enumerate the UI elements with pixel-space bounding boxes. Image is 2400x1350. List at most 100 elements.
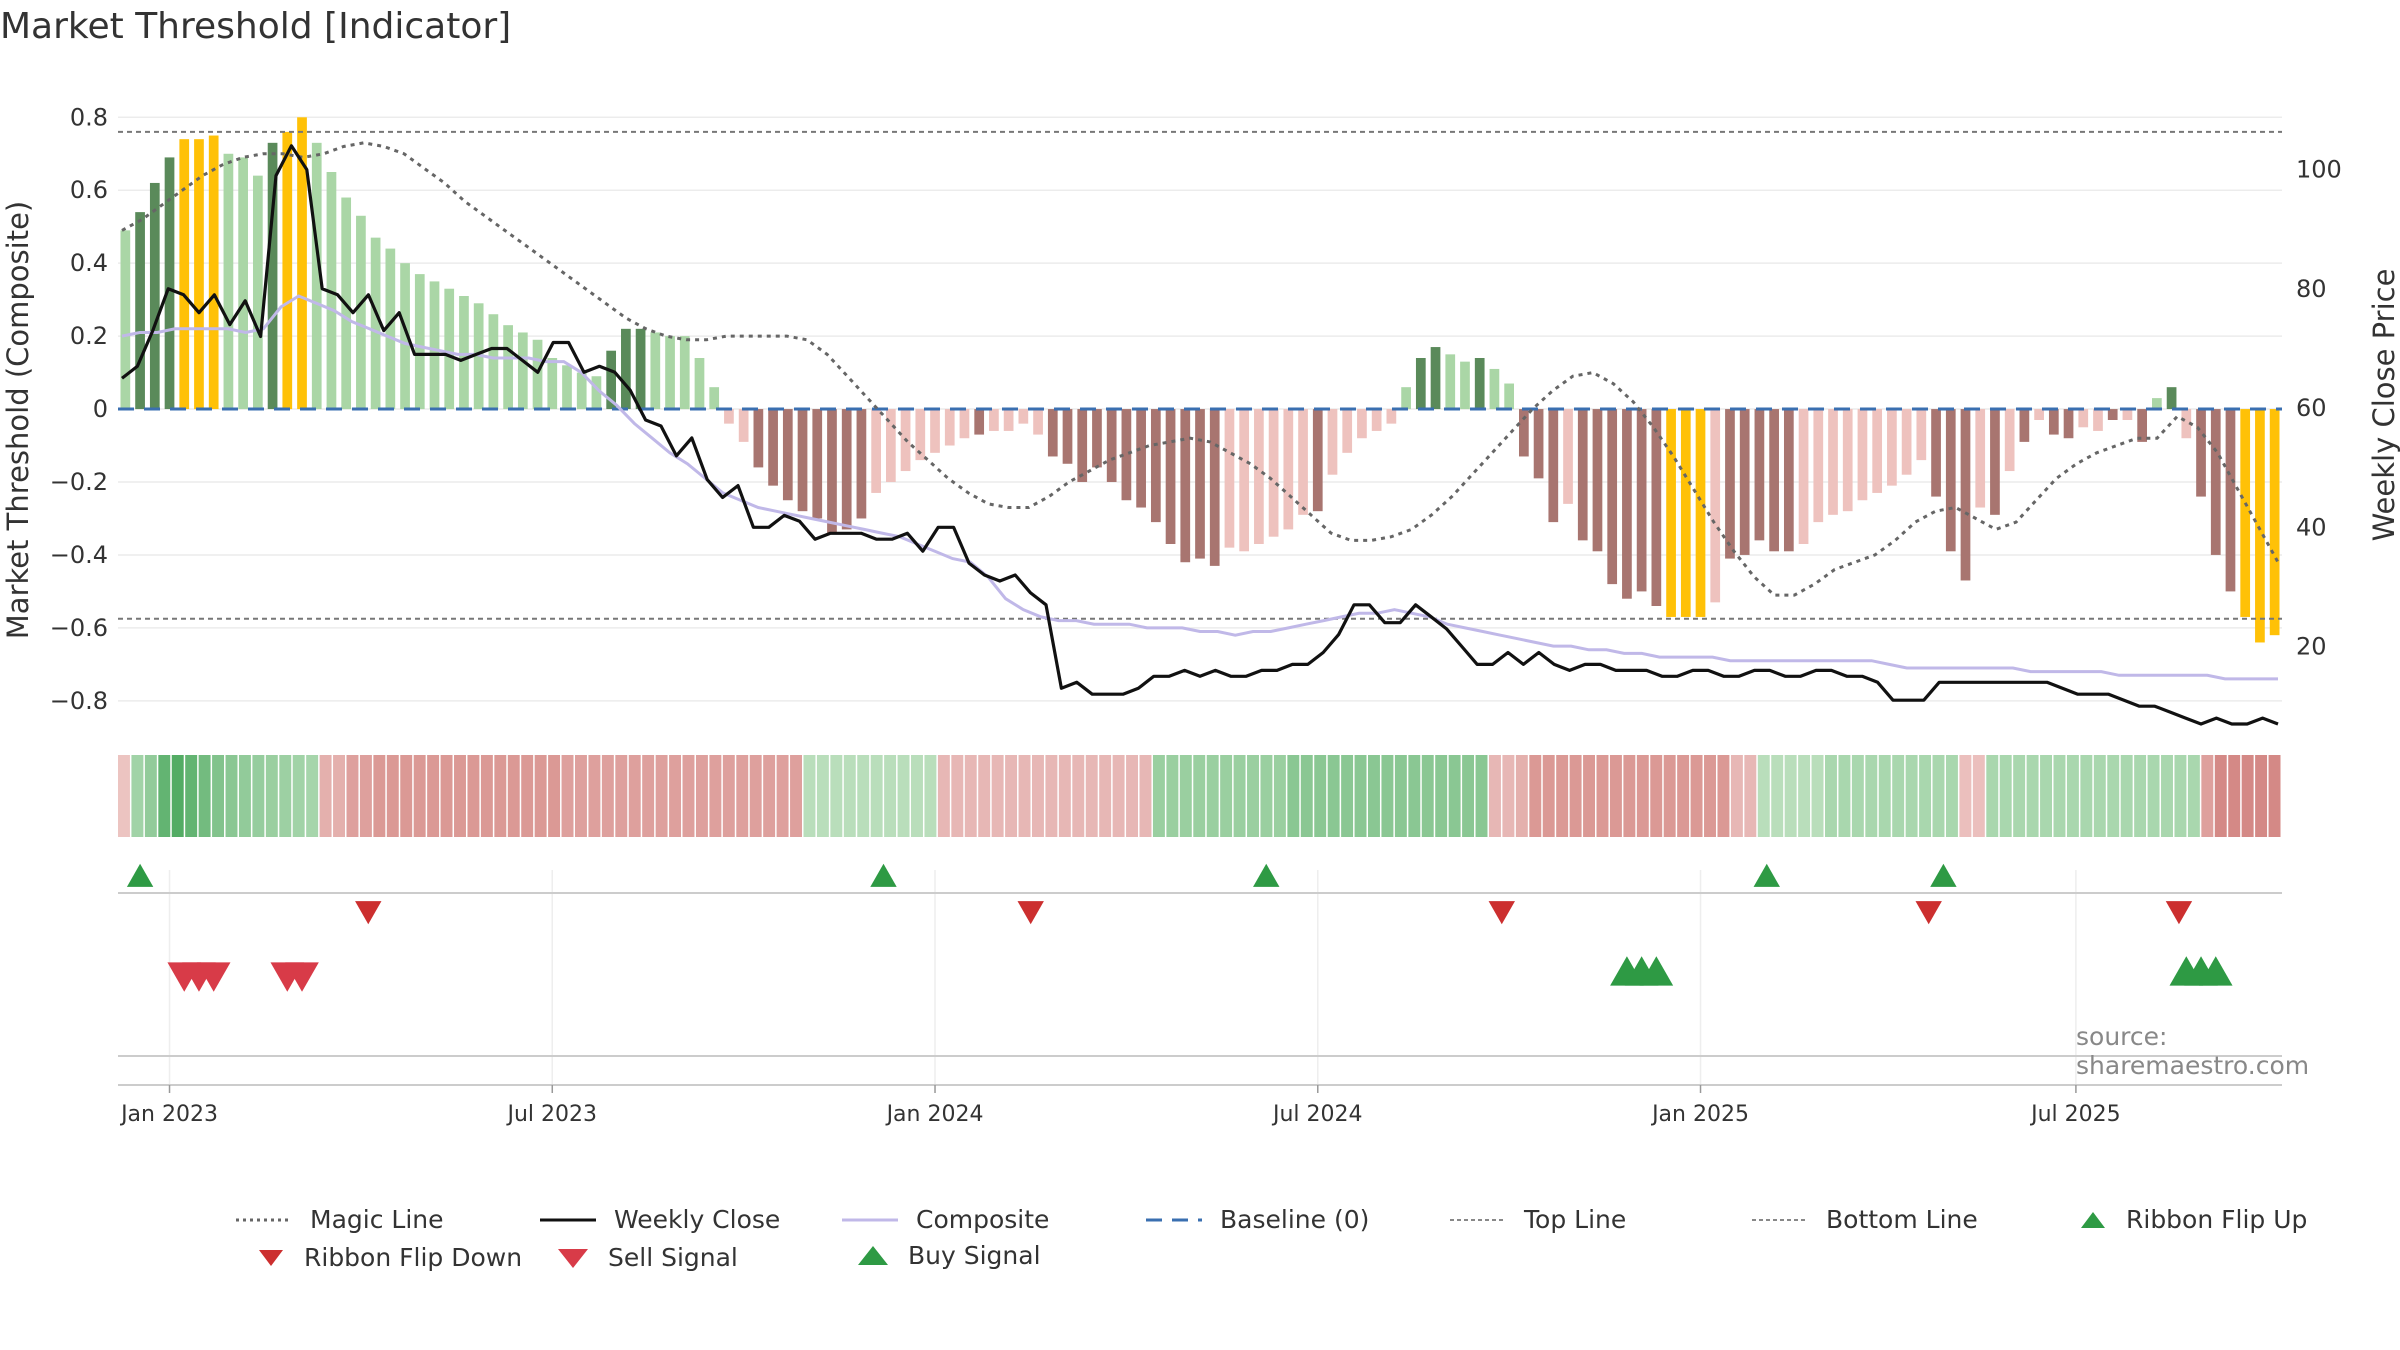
ribbon-cell [1273,755,1286,837]
legend-bottom-line: Bottom Line [1752,1205,1978,1234]
composite-bar [311,142,322,410]
ribbon-cell [1986,755,1999,837]
composite-bar [1533,409,1544,479]
composite-bar [1121,409,1132,501]
ribbon-cell [709,755,722,837]
composite-bar [1577,409,1588,541]
ribbon-flip-down-marker [355,901,382,925]
ribbon-cell [790,755,802,837]
ribbon-cell [1139,755,1152,837]
composite-bar [871,409,881,493]
ribbon-flip-up-marker [870,863,897,887]
weekly-close-line [121,144,2279,726]
composite-bar [724,409,734,424]
composite-bar [1283,409,1294,530]
ribbon-cell [1475,755,1488,837]
series-lines [118,130,2282,726]
ribbon-cell [1166,755,1179,837]
composite-bar [252,175,263,410]
ribbon-cell [225,755,238,837]
composite-bar [164,157,175,410]
ribbon-cell [1005,755,1018,837]
composite-bar [606,350,617,410]
composite-bar [1960,409,1971,581]
ribbon-cell [1085,755,1098,837]
composite-bar [2063,409,2074,439]
composite-bar [591,376,602,410]
x-tick-label: Jul 2024 [1271,1102,1363,1127]
ribbon-cell [292,755,305,837]
ribbon-cell [346,755,359,837]
x-tick-label: Jan 2025 [1650,1102,1749,1127]
ribbon-cell [2187,755,2200,837]
signal-markers [126,863,2233,992]
ribbon-cell [1623,755,1636,837]
ribbon-cell [1031,755,1044,837]
ribbon-cell [1798,755,1811,837]
ribbon-flip-up-marker [1753,863,1780,887]
ribbon-cell [467,755,480,837]
ribbon-cell [1825,755,1837,837]
composite-bar [1371,409,1382,431]
ribbon-cell [2120,755,2133,837]
ribbon-cell [2268,755,2281,837]
y-tick-label: 0.6 [70,176,108,204]
ribbon-cell [1999,755,2012,837]
bottom-line-swatch [1752,1218,1808,1221]
legend-label: Ribbon Flip Up [2126,1205,2308,1234]
composite-bar [2210,409,2221,555]
composite-bar [2093,409,2103,431]
composite-bar [738,409,749,442]
composite-bar [1445,354,1456,410]
composite-bar [1298,409,1308,515]
ribbon-cell [1408,755,1421,837]
composite-bar [782,409,793,501]
ribbon-cell [386,755,399,837]
composite-bar [1945,409,1956,552]
legend-buy-signal: Buy Signal [856,1241,1041,1270]
axes: 0.8 0.6 0.4 0.2 0 −0.2 −0.4 −0.6 −0.8 100 80 60 40 20… [1,103,2400,1127]
ribbon-cell [655,755,668,837]
ribbon-cell [1112,755,1125,837]
ribbon-cell [279,755,292,837]
composite-bar [1754,409,1765,541]
grid [118,116,2282,1086]
ribbon-cell [1542,755,1555,837]
composite-bar [856,409,867,519]
ribbon-cell [1892,755,1905,837]
ribbon-cell [1381,755,1394,837]
composite-bar [429,281,440,410]
legend-ribbon-flip-up: Ribbon Flip Up [2078,1205,2307,1234]
ribbon-cell [507,755,520,837]
composite-bar [1092,409,1102,468]
y-tick-label: 0.4 [70,249,108,277]
ribbon-cell [1072,755,1085,837]
ribbon-cell [1099,755,1112,837]
ribbon-cell [897,755,910,837]
composite-bar [1106,409,1117,482]
ribbon-cell [776,755,789,837]
composite-bar [1209,409,1220,566]
ribbon-cell [749,755,762,837]
composite-bar [400,263,410,410]
composite-bar [1062,409,1073,464]
composite-bar [1666,409,1676,617]
x-tick-label: Jan 2023 [119,1102,218,1127]
composite-bar [356,215,366,410]
triangle-down-icon [259,1249,283,1266]
ribbon-cell [2201,755,2214,837]
ribbon-cell [615,755,628,837]
ribbon-cell [1972,755,1985,837]
ribbon-cell [870,755,883,837]
ribbon-flip-up-marker [1930,863,1957,887]
composite-bar [2225,409,2236,592]
ribbon-cell [937,755,950,837]
ribbon-cell [911,755,923,837]
composite-bar [2107,409,2118,420]
composite-bar [753,409,764,468]
ribbon-cell [1206,755,1219,837]
ribbon-cell [1650,755,1663,837]
ribbon-cell [440,755,453,837]
composite-bar [459,296,469,410]
ribbon-strip [118,755,2281,837]
